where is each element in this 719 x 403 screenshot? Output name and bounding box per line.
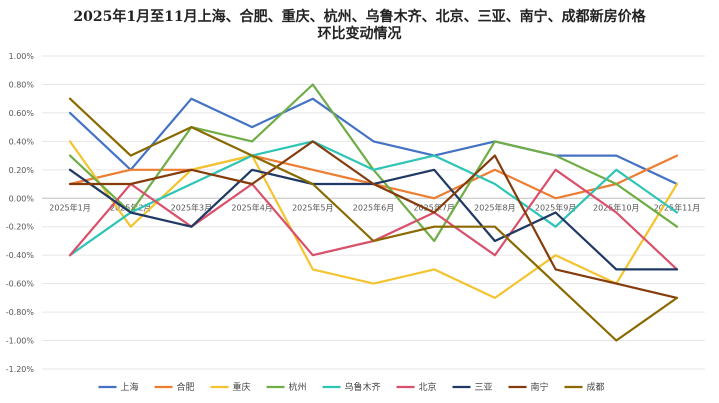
legend-label: 杭州	[289, 381, 307, 393]
x-tick-label: 2025年7月	[413, 202, 454, 212]
y-tick-label: 0.20%	[9, 166, 35, 175]
legend-label: 南宁	[531, 381, 549, 393]
chart-subtitle: 环比变动情况	[318, 25, 402, 42]
chart-title: 2025年1月至11月上海、合肥、重庆、杭州、乌鲁木齐、北京、三亚、南宁、成都新…	[73, 8, 646, 25]
y-axis: 1.00% 0.80% 0.60% 0.40% 0.20% 0.00% -0.20% -0.4…	[6, 52, 35, 374]
x-tick-label: 2025年1月	[49, 202, 90, 212]
x-tick-label: 2025年5月	[292, 202, 333, 212]
x-axis: 2025年1月 2025年2月 2025年3月 2025年4月 2025年5月 2025年…	[49, 202, 700, 212]
series-line-9	[68, 97, 679, 342]
series-line-1	[68, 97, 679, 186]
series-layer	[68, 83, 679, 342]
y-tick-label: 0.00%	[9, 194, 35, 203]
legend: 上海 合肥 重庆 杭州 乌鲁木齐 北京 三亚 南宁 成都	[98, 381, 605, 393]
x-tick-label: 2025年11月	[654, 202, 701, 212]
y-tick-label: -0.80%	[6, 308, 35, 317]
y-tick-label: -0.40%	[6, 251, 35, 260]
y-tick-label: -1.00%	[6, 337, 35, 346]
y-tick-label: -0.20%	[6, 223, 35, 232]
y-tick-label: 0.60%	[9, 109, 35, 118]
series-line-4	[68, 83, 679, 243]
x-tick-label: 2025年8月	[474, 202, 515, 212]
legend-label: 重庆	[233, 381, 251, 393]
x-tick-label: 2025年9月	[535, 202, 576, 212]
y-tick-label: -1.20%	[6, 365, 35, 374]
legend-label: 成都	[587, 381, 605, 393]
legend-label: 三亚	[475, 382, 493, 393]
x-tick-label: 2025年4月	[231, 202, 272, 212]
y-tick-label: 0.40%	[9, 137, 35, 146]
series-line-8	[68, 140, 679, 299]
y-tick-label: -0.60%	[6, 280, 35, 289]
grid-layer	[42, 55, 705, 370]
y-tick-label: 1.00%	[9, 52, 35, 61]
legend-label: 合肥	[177, 381, 195, 393]
legend-label: 北京	[419, 381, 437, 393]
legend-label: 乌鲁木齐	[345, 381, 381, 393]
x-tick-label: 2025年2月	[110, 202, 151, 212]
series-line-5	[68, 140, 679, 257]
y-tick-label: 0.80%	[9, 80, 35, 89]
x-tick-label: 2025年10月	[593, 202, 640, 212]
legend-label: 上海	[121, 381, 139, 393]
x-tick-label: 2025年6月	[353, 202, 394, 212]
series-line-3	[68, 140, 679, 299]
x-tick-label: 2025年3月	[171, 202, 212, 212]
